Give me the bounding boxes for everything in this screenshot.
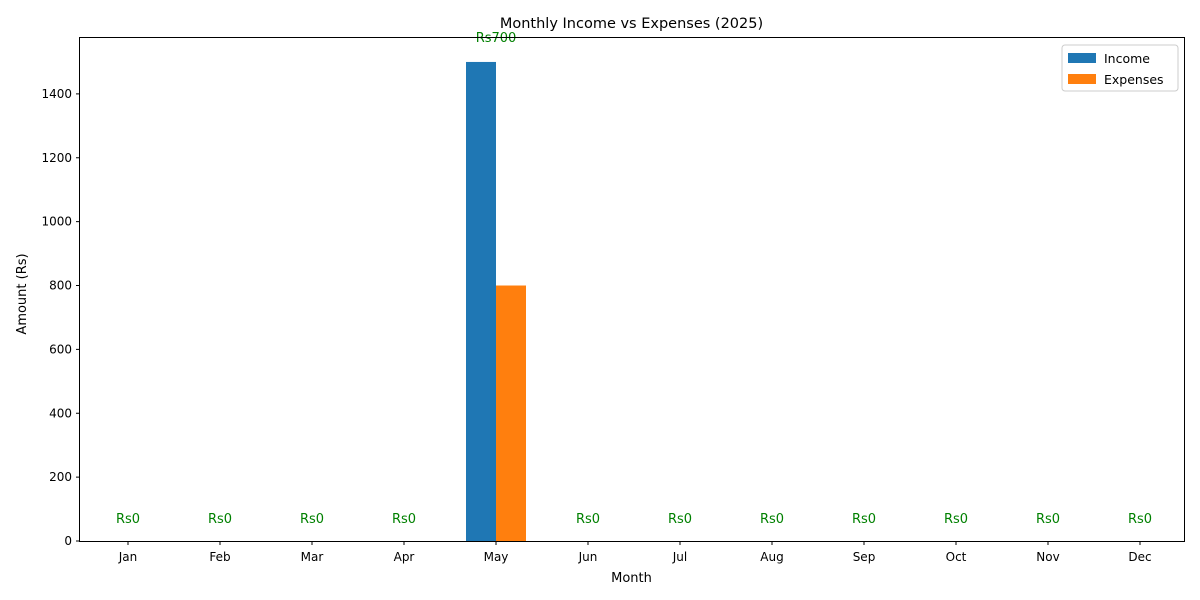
x-axis: Jan Feb Mar Apr May Jun Jul Aug Sep Oct Nov Dec [118, 541, 1152, 564]
net-label-feb: Rs0 [208, 512, 232, 527]
x-tick-label-sep: Sep [853, 550, 876, 564]
x-axis-label: Month [611, 571, 652, 586]
legend-label-income: Income [1104, 51, 1150, 66]
y-tick-label: 1000 [41, 215, 72, 229]
x-tick-label-jun: Jun [578, 550, 598, 564]
net-label-dec: Rs0 [1128, 512, 1152, 527]
legend-swatch-expenses [1068, 74, 1096, 84]
x-tick-label-dec: Dec [1128, 550, 1151, 564]
net-label-mar: Rs0 [300, 512, 324, 527]
x-tick-label-nov: Nov [1036, 550, 1059, 564]
net-label-jan: Rs0 [116, 512, 140, 527]
legend-label-expenses: Expenses [1104, 72, 1164, 87]
y-axis-label: Amount (Rs) [15, 253, 30, 334]
x-tick-label-feb: Feb [209, 550, 230, 564]
x-tick-label-apr: Apr [394, 550, 415, 564]
y-tick-label: 1200 [41, 151, 72, 165]
net-label-oct: Rs0 [944, 512, 968, 527]
net-label-jun: Rs0 [576, 512, 600, 527]
y-tick-label: 0 [64, 534, 72, 548]
x-tick-label-may: May [484, 550, 509, 564]
y-axis: 0 200 400 600 800 1000 1200 1400 [41, 87, 80, 548]
x-tick-label-oct: Oct [946, 550, 967, 564]
y-tick-label: 200 [49, 470, 72, 484]
net-label-jul: Rs0 [668, 512, 692, 527]
y-tick-label: 800 [49, 279, 72, 293]
bar-expenses-may [496, 285, 526, 541]
net-label-aug: Rs0 [760, 512, 784, 527]
x-tick-label-mar: Mar [301, 550, 324, 564]
plot-frame [79, 37, 1185, 542]
net-label-nov: Rs0 [1036, 512, 1060, 527]
legend: Income Expenses [1061, 44, 1179, 92]
chart-title: Monthly Income vs Expenses (2025) [500, 16, 763, 32]
y-tick-label: 400 [49, 406, 72, 420]
net-label-may: Rs700 [476, 31, 517, 46]
legend-swatch-income [1068, 53, 1096, 63]
bar-income-may [466, 61, 496, 541]
x-tick-label-aug: Aug [760, 550, 783, 564]
y-tick-label: 600 [49, 342, 72, 356]
y-tick-label: 1400 [41, 87, 72, 101]
net-label-apr: Rs0 [392, 512, 416, 527]
x-tick-label-jan: Jan [118, 550, 138, 564]
plot-area: Rs0 Rs0 Rs0 Rs0 Rs700 Rs0 Rs0 Rs0 Rs0 Rs0 Rs0 Rs0 [116, 31, 1152, 541]
net-label-sep: Rs0 [852, 512, 876, 527]
x-tick-label-jul: Jul [672, 550, 687, 564]
